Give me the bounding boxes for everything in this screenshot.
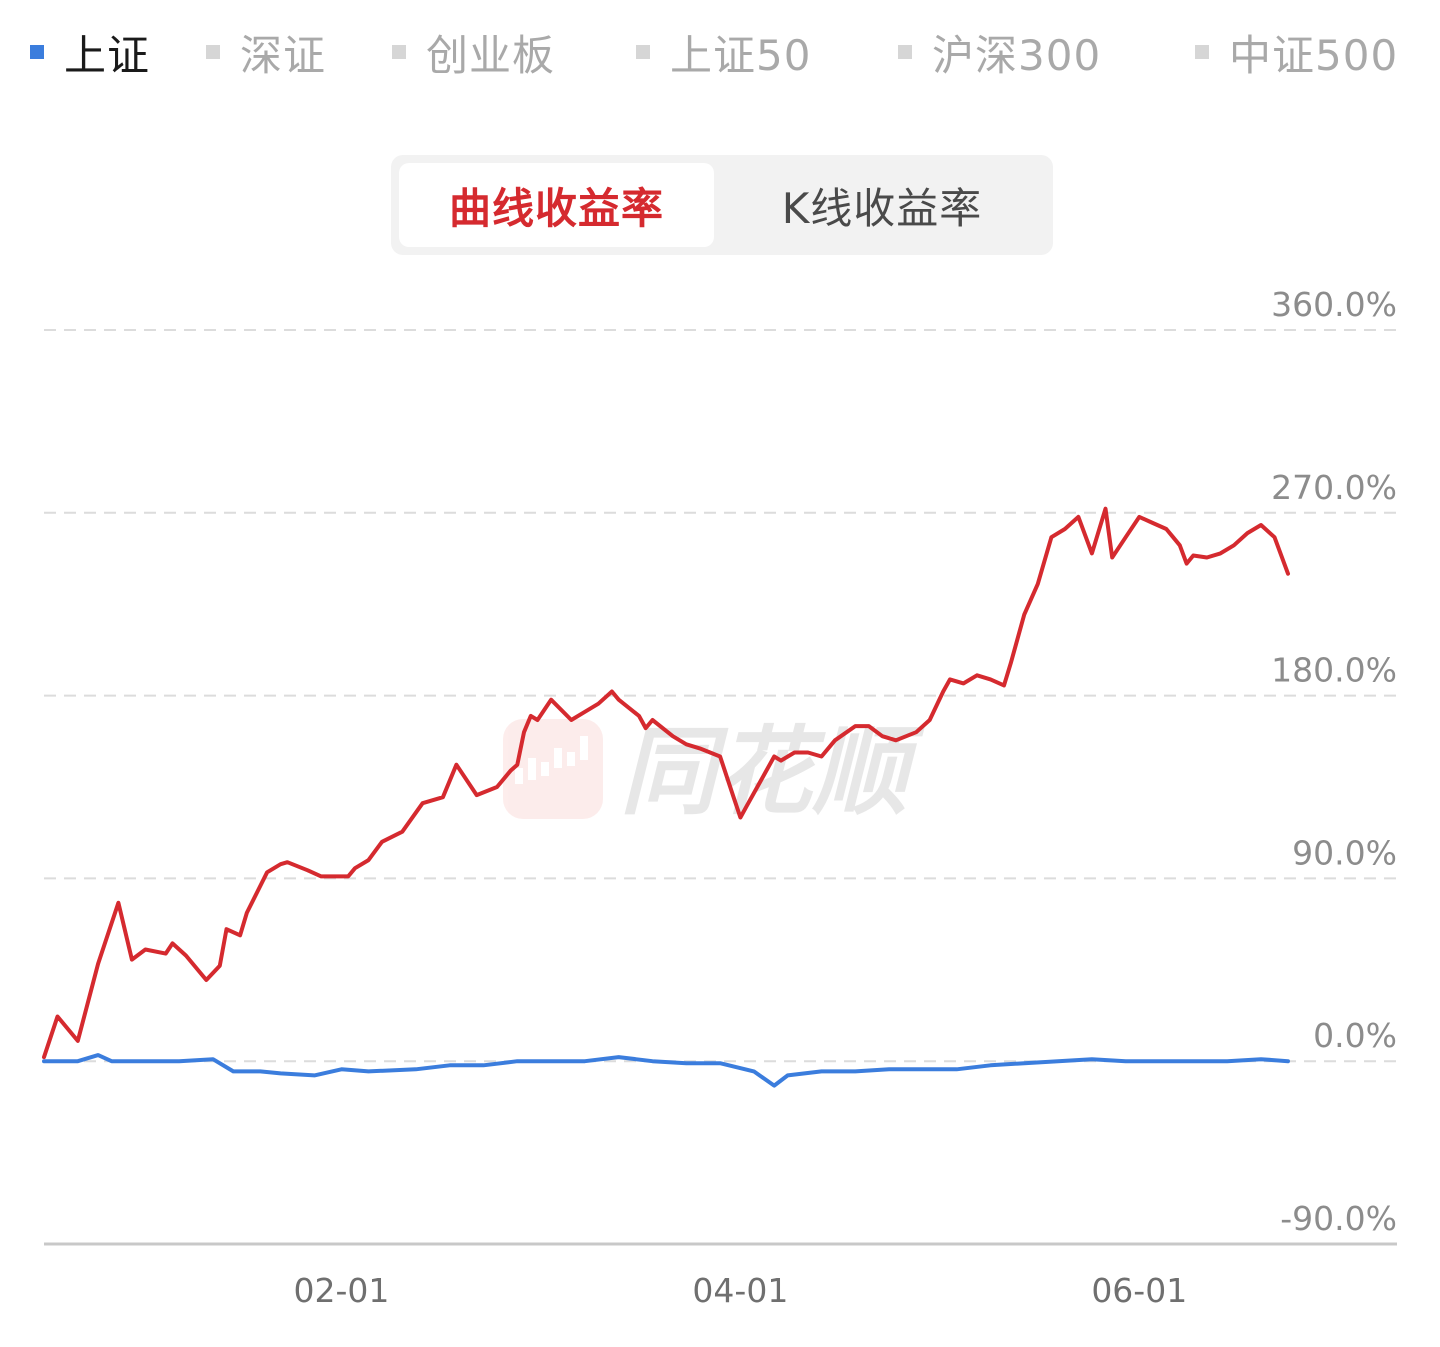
yield-mode-switch: 曲线收益率 K线收益率 [391,155,1053,255]
legend-square-icon [392,45,406,59]
curve-yield-button[interactable]: 曲线收益率 [399,163,714,247]
x-tick-label: 06-01 [1091,1271,1187,1310]
grid-layer [44,329,1397,1063]
tab-label: 上证 [64,30,151,80]
watermark: 同花顺 [503,716,925,828]
x-tick-label: 04-01 [692,1271,788,1310]
tab-label: 创业板 [426,30,556,80]
series-line-shanghai-index [42,1053,1290,1088]
y-tick-label: 0.0% [1313,1016,1397,1055]
legend-square-icon [636,45,650,59]
y-tick-label: 360.0% [1271,285,1397,324]
candlestick-logo-icon [503,719,603,819]
tab-chinext[interactable]: 创业板 [392,22,555,82]
kline-yield-button[interactable]: K线收益率 [781,183,983,233]
y-tick-label: 270.0% [1271,468,1397,507]
tab-shanghai[interactable]: 上证 [30,22,150,82]
legend-square-icon [898,45,912,59]
y-tick-label: 90.0% [1292,833,1397,872]
tab-label: 深证 [240,30,327,80]
tab-sse50[interactable]: 上证50 [636,22,811,82]
yield-chart: 同花顺 360.0% 270.0% 180.0% 90.0% 0.0% -90.0% 02-… [0,260,1440,1347]
series-line-strategy [42,506,1290,1060]
x-tick-label: 02-01 [294,1271,390,1310]
yield-chart-svg: 同花顺 360.0% 270.0% 180.0% 90.0% 0.0% -90.0% 02-… [42,285,1397,1310]
legend-square-icon [206,45,220,59]
series-layer [42,506,1290,1088]
legend-square-icon [30,45,44,59]
legend-square-icon [1195,45,1209,59]
axis-layer: 360.0% 270.0% 180.0% 90.0% 0.0% -90.0% 02-01 04… [44,285,1397,1310]
tab-label: 中证500 [1229,30,1399,80]
index-tab-bar: 上证 深证 创业板 上证50 沪深300 中证500 [0,0,1440,104]
y-tick-label: 180.0% [1271,651,1397,690]
tab-shenzhen[interactable]: 深证 [206,22,326,82]
tab-label: 沪深300 [932,30,1102,80]
tab-csi500[interactable]: 中证500 [1195,22,1398,82]
tab-csi300[interactable]: 沪深300 [898,22,1101,82]
tab-label: 上证50 [670,30,812,80]
y-tick-label: -90.0% [1280,1199,1397,1238]
